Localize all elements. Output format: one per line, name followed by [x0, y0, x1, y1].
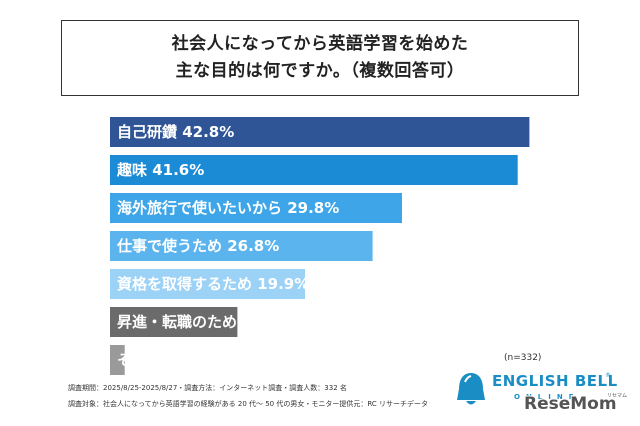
bar-1: [110, 117, 530, 147]
bar-label-5: 資格を取得するため 19.9%: [117, 275, 309, 293]
bar-4: [110, 231, 373, 261]
bar-3: [110, 193, 402, 223]
bar-label-1: 自己研鑽 42.8%: [117, 123, 234, 141]
survey-target-note: 調査対象：社会人になってから英語学習の経験がある 20 代〜 50 代の男女・モ…: [68, 400, 428, 408]
chart-title-line-2: 主な目的は何ですか。（複数回答可）: [175, 61, 465, 81]
bar-2: [110, 155, 518, 185]
logo-registered-mark: ®: [605, 372, 611, 379]
logo-online-text: ONLINE: [514, 393, 580, 401]
bar-6: [110, 307, 238, 337]
chart-title-line-1: 社会人になってから英語学習を始めた: [171, 34, 469, 54]
bar-label-6: 昇進・転職のため 13.0%: [117, 313, 294, 331]
bell-icon: [457, 373, 485, 405]
bar-label-4: 仕事で使うため 26.8%: [116, 237, 279, 255]
bar-5: [110, 269, 305, 299]
resemom-watermark: ReseMom: [524, 394, 617, 414]
resemom-kana: リセマム: [607, 393, 628, 399]
bar-label-3: 海外旅行で使いたいから 29.8%: [117, 199, 339, 217]
bar-label-2: 趣味 41.6%: [116, 161, 204, 179]
sample-size-note: (n=332): [504, 353, 542, 363]
survey-period-note: 調査期間：2025/8/25-2025/8/27・調査方法：インターネット調査・…: [68, 384, 347, 392]
logo-brand-text: ENGLISH BELL: [492, 372, 618, 390]
bar-group: 自己研鑽 42.8% 趣味 41.6% 海外旅行で使いたいから 29.8% 仕事で使う…: [110, 117, 530, 375]
brand-logo: ENGLISH BELL ® ONLINE ReseMom リセマム: [452, 366, 632, 422]
bar-label-7: その他 1.5%: [117, 351, 209, 369]
chart-title-box: 社会人になってから英語学習を始めた 主な目的は何ですか。（複数回答可）: [61, 20, 579, 96]
bar-7: [110, 345, 125, 375]
